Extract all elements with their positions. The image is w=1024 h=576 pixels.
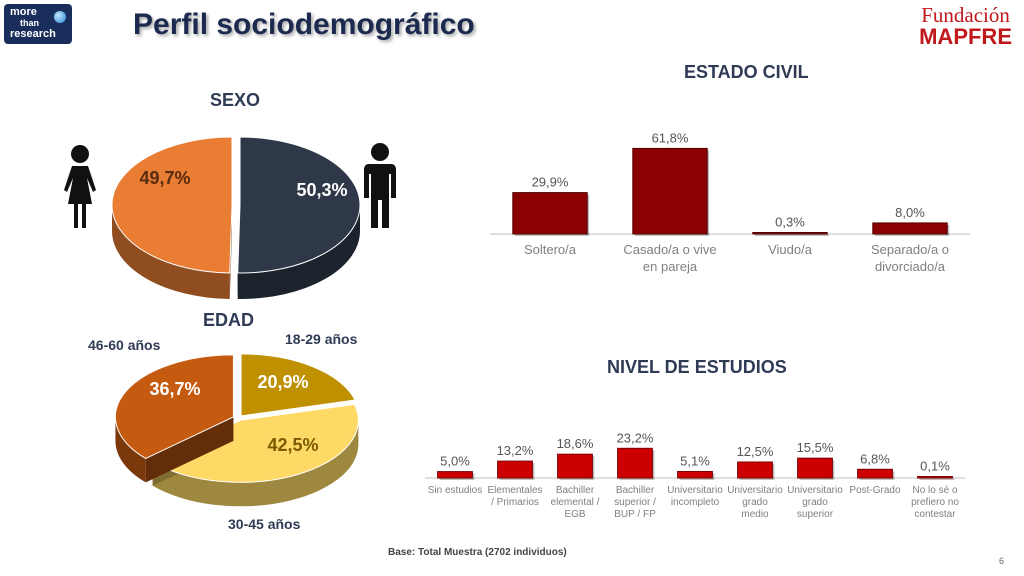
estado-civil-bar-chart: 29,9% Soltero/a 61,8% Casado/a o vive en par… xyxy=(490,130,970,274)
bar-7 xyxy=(797,457,833,479)
pie-slice-side-1 xyxy=(237,205,360,300)
bar-shadow-9 xyxy=(919,478,955,480)
category-label-7-3: superior xyxy=(797,509,834,520)
pie-slice-side-2 xyxy=(152,420,359,507)
bar-6 xyxy=(737,461,773,479)
sexo-title: SEXO xyxy=(210,90,261,110)
page-number: 6 xyxy=(998,556,1004,566)
logo-line-2: than xyxy=(20,18,39,28)
bar-1 xyxy=(512,192,588,235)
bar-2 xyxy=(497,460,533,479)
category-label-9-3: contestar xyxy=(914,509,956,520)
sexo-pie-chart: 49,7% 50,3% xyxy=(64,136,396,300)
category-label-2-1: Casado/a o vive xyxy=(623,242,716,257)
category-label-6-2: grado xyxy=(742,497,768,508)
nivel-estudios-title: NIVEL DE ESTUDIOS xyxy=(607,357,787,377)
category-label-7-2: grado xyxy=(802,497,828,508)
category-label-3-1: Viudo/a xyxy=(768,242,813,257)
category-label-2-1: Elementales xyxy=(487,485,542,496)
category-label-4-1: Bachiller xyxy=(616,485,655,496)
category-label-3-2: elemental / xyxy=(551,497,600,508)
bar-shadow-3 xyxy=(754,234,830,236)
brand-line-2: MAPFRE xyxy=(919,24,1012,49)
category-label-5-1: Universitario xyxy=(667,485,723,496)
bar-5 xyxy=(677,470,713,479)
category-label-2-2: en pareja xyxy=(643,259,698,274)
pie-slice-cut-3-0 xyxy=(145,416,234,483)
bar-4 xyxy=(872,222,948,235)
category-label-4-2: divorciado/a xyxy=(875,259,946,274)
bar-value-label-1: 29,9% xyxy=(532,175,569,190)
pie-slice-1 xyxy=(237,136,361,274)
edad-pie-chart: 20,9% 42,5% 36,7% xyxy=(114,353,359,507)
pie-slice-side-2 xyxy=(112,204,230,299)
bar-8 xyxy=(857,468,893,479)
edad-label-30-45: 42,5% xyxy=(267,435,318,455)
category-label-3-1: Bachiller xyxy=(556,485,595,496)
base-note: Base: Total Muestra (2702 individuos) xyxy=(388,547,567,558)
category-label-6-3: medio xyxy=(741,509,769,520)
bar-3 xyxy=(752,232,828,235)
category-label-8-1: Post-Grado xyxy=(849,485,901,496)
page-title: Perfil sociodemográfico xyxy=(133,8,475,41)
pie-slice-side-3 xyxy=(115,416,146,483)
more-than-research-logo: more than research xyxy=(4,4,72,44)
pie-slice-3 xyxy=(114,354,234,459)
category-label-9-1: No lo sé o xyxy=(912,485,957,496)
bar-value-label-5: 5,1% xyxy=(680,453,710,468)
edad-label-46-60: 36,7% xyxy=(149,379,200,399)
bar-9 xyxy=(917,476,953,479)
man-icon xyxy=(364,143,396,228)
woman-icon xyxy=(64,145,96,228)
bar-value-label-2: 13,2% xyxy=(497,443,534,458)
bar-value-label-7: 15,5% xyxy=(797,440,834,455)
category-label-4-3: BUP / FP xyxy=(614,509,656,520)
bar-value-label-2: 61,8% xyxy=(652,130,689,145)
estado-civil-title: ESTADO CIVIL xyxy=(684,62,809,82)
edad-label-18-29: 20,9% xyxy=(257,372,308,392)
bar-value-label-1: 5,0% xyxy=(440,454,470,469)
category-label-4-1: Separado/a o xyxy=(871,242,949,257)
nivel-estudios-bar-chart: 5,0% Sin estudios 13,2% Elementales/ Primar… xyxy=(425,430,965,520)
edad-title: EDAD xyxy=(203,310,255,330)
bar-3 xyxy=(557,453,593,479)
category-label-5-2: incompleto xyxy=(671,497,720,508)
bar-1 xyxy=(437,471,473,479)
age-label-18-29: 18-29 años xyxy=(285,331,358,347)
sexo-label-hombre: 50,3% xyxy=(296,180,347,200)
logo-line-1: more xyxy=(10,6,37,18)
bar-value-label-8: 6,8% xyxy=(860,451,890,466)
pie-slice-2 xyxy=(151,403,359,483)
category-label-1-1: Soltero/a xyxy=(524,242,577,257)
brand-line-1: Fundación xyxy=(921,3,1010,27)
category-label-4-2: superior / xyxy=(614,497,656,508)
bar-value-label-9: 0,1% xyxy=(920,459,950,474)
category-label-1-1: Sin estudios xyxy=(428,485,482,496)
bar-4 xyxy=(617,447,653,479)
bar-2 xyxy=(632,147,708,235)
category-label-7-1: Universitario xyxy=(787,485,843,496)
age-label-30-45: 30-45 años xyxy=(228,516,301,532)
fundacion-mapfre-logo: Fundación MAPFRE xyxy=(919,4,1012,48)
bar-value-label-4: 23,2% xyxy=(617,430,654,445)
category-label-6-1: Universitario xyxy=(727,485,783,496)
bar-value-label-3: 0,3% xyxy=(775,215,805,230)
pie-slice-2 xyxy=(111,136,233,274)
bar-value-label-4: 8,0% xyxy=(895,205,925,220)
category-label-2-2: / Primarios xyxy=(491,497,539,508)
category-label-3-3: EGB xyxy=(564,509,585,520)
pie-slice-1 xyxy=(240,353,356,417)
globe-icon xyxy=(54,11,66,23)
bar-value-label-3: 18,6% xyxy=(557,436,594,451)
category-label-9-2: prefiero no xyxy=(911,497,959,508)
bar-value-label-6: 12,5% xyxy=(737,444,774,459)
sexo-label-mujer: 49,7% xyxy=(139,168,190,188)
logo-line-3: research xyxy=(10,28,56,40)
age-label-46-60: 46-60 años xyxy=(88,337,161,353)
